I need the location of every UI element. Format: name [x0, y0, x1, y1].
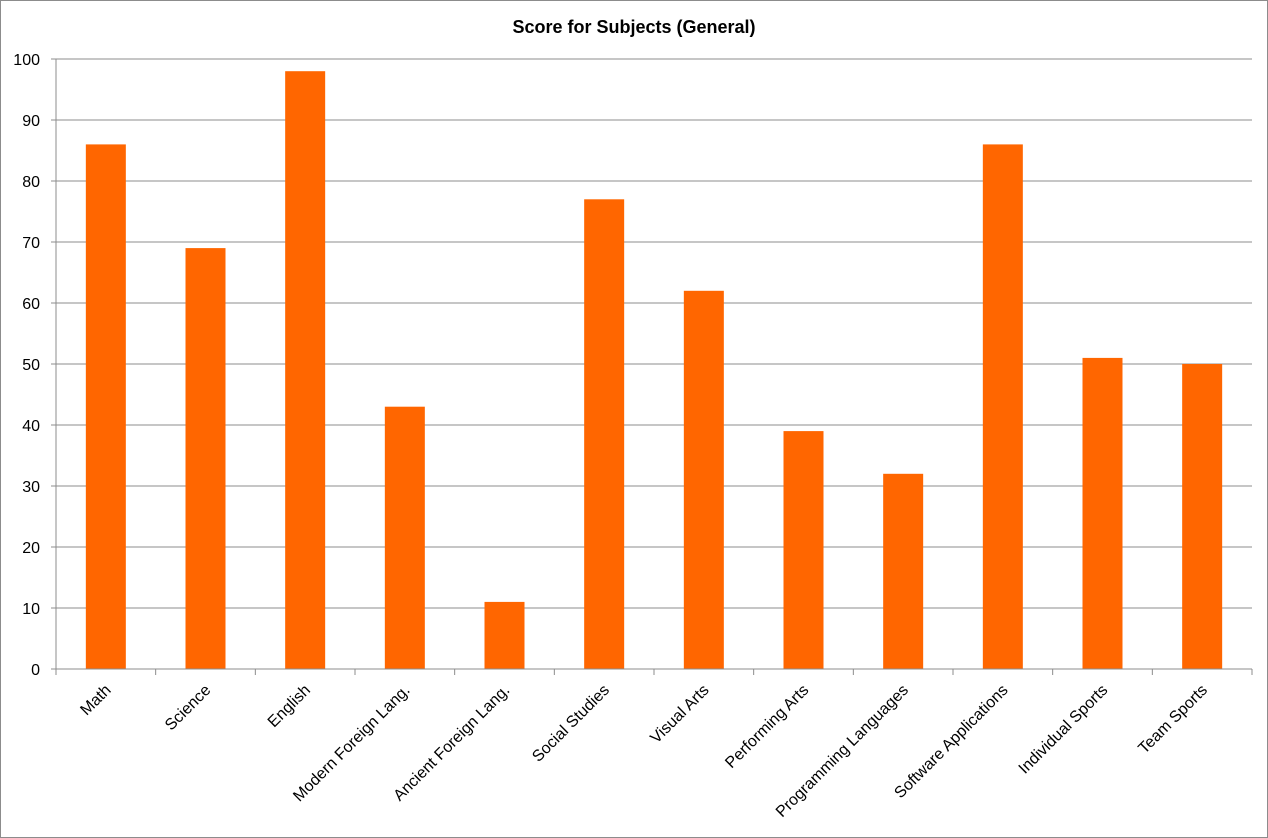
bar-english	[285, 71, 326, 669]
y-tick-label: 30	[22, 479, 40, 496]
bar-visual-arts	[683, 290, 724, 669]
bar-software-applications	[982, 144, 1023, 669]
bar-performing-arts	[783, 431, 824, 669]
bar-modern-foreign-lang	[384, 406, 425, 669]
axes	[55, 59, 1253, 675]
y-tick-label: 60	[22, 296, 40, 313]
y-tick-label: 40	[22, 418, 40, 435]
gridlines	[51, 58, 1252, 670]
x-category-label: Ancient Foreign Lang.	[391, 682, 514, 805]
y-axis-tick-labels: 0 10 20 30 40 50 60 70 80 90 100	[13, 52, 40, 679]
y-tick-label: 20	[22, 540, 40, 557]
bar-team-sports	[1182, 364, 1223, 669]
bar-science	[185, 248, 226, 669]
x-category-label: Software Applications	[891, 682, 1011, 802]
y-tick-label: 70	[22, 235, 40, 252]
x-category-label: Team Sports	[1135, 682, 1211, 758]
y-tick-label: 100	[13, 52, 40, 69]
y-tick-label: 10	[22, 601, 40, 618]
x-category-label: Science	[162, 682, 214, 734]
y-tick-label: 50	[22, 357, 40, 374]
bars	[85, 71, 1223, 670]
x-category-label: English	[265, 682, 314, 731]
x-category-label: Performing Arts	[722, 682, 812, 772]
bar-programming-languages	[883, 473, 924, 669]
y-tick-label: 90	[22, 113, 40, 130]
x-category-label: Math	[77, 682, 114, 719]
x-category-label: Individual Sports	[1016, 682, 1112, 778]
bar-math	[85, 144, 126, 669]
y-tick-label: 80	[22, 174, 40, 191]
x-category-label: Visual Arts	[647, 682, 712, 747]
bar-individual-sports	[1082, 357, 1123, 669]
bar-social-studies	[584, 199, 625, 670]
bar-ancient-foreign-lang	[484, 601, 525, 669]
x-category-label: Social Studies	[529, 682, 613, 766]
y-tick-label: 0	[31, 662, 40, 679]
chart-title: Score for Subjects (General)	[512, 17, 755, 37]
